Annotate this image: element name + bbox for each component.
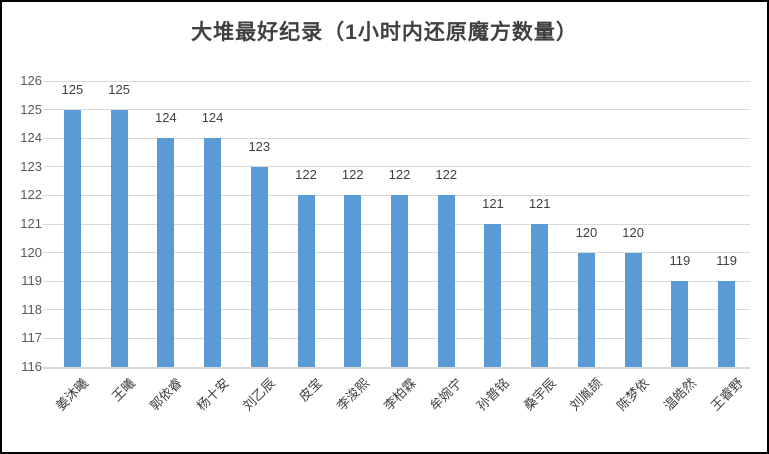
y-axis-tick-mark (43, 337, 49, 339)
x-axis-category-label: 皮宝 (295, 375, 325, 405)
gridline (49, 137, 750, 139)
y-axis-tick-label: 116 (21, 359, 42, 374)
bar (577, 252, 595, 367)
y-axis-tick-label: 119 (21, 273, 42, 289)
bar-value-label: 125 (61, 81, 84, 97)
y-axis-tick-mark (43, 80, 49, 82)
bar-value-label: 124 (154, 110, 177, 126)
y-axis-tick-mark (43, 137, 49, 139)
bar-value-label: 122 (295, 167, 317, 183)
bar (671, 281, 689, 367)
bar (204, 138, 222, 367)
bar-value-label: 123 (248, 138, 271, 154)
x-axis-category-label: 李浚熙 (333, 375, 372, 414)
bar (297, 195, 315, 367)
bar (484, 224, 502, 367)
gridline (49, 80, 750, 82)
x-axis-category-label: 牟婉宁 (426, 375, 466, 414)
bar (624, 252, 642, 367)
gridline (49, 166, 750, 168)
y-axis-tick-label: 118 (21, 301, 42, 317)
bar-value-label: 121 (528, 196, 551, 211)
x-axis-category-label: 王曦 (108, 375, 138, 405)
bar (531, 224, 549, 367)
bar-value-label: 125 (108, 81, 130, 97)
gridline (49, 109, 750, 111)
bar-value-label: 120 (575, 224, 598, 240)
bar (718, 281, 736, 367)
y-axis-tick-label: 121 (20, 216, 42, 231)
y-axis-tick-mark (43, 166, 49, 168)
x-axis-category-label: 陈梦依 (613, 375, 653, 414)
bar (250, 166, 268, 367)
bar-value-label: 121 (482, 196, 504, 211)
x-axis-line (43, 366, 750, 369)
y-axis-tick-mark (43, 109, 49, 111)
y-axis-tick-label: 117 (21, 330, 42, 346)
x-axis-category-label: 郭依睿 (146, 375, 185, 414)
x-axis-category-label: 桑宇辰 (520, 375, 559, 414)
bar-value-label: 124 (201, 110, 224, 126)
bar (157, 138, 175, 367)
bar-value-label: 120 (622, 224, 644, 240)
y-axis-tick-mark (43, 309, 49, 311)
x-axis-category-label: 王睿野 (707, 375, 746, 414)
bar-value-label: 122 (435, 167, 458, 183)
y-axis-tick-mark (43, 280, 49, 282)
y-axis-tick-label: 122 (20, 187, 42, 203)
x-axis-category-label: 温皓然 (660, 375, 699, 414)
y-axis-tick-label: 125 (20, 101, 42, 117)
y-axis-tick-label: 123 (20, 158, 42, 174)
bar (110, 109, 128, 367)
y-axis-tick-mark (43, 252, 49, 254)
bar-value-label: 122 (341, 167, 364, 183)
bar (344, 195, 362, 367)
x-axis-category-label: 刘胤颉 (567, 375, 606, 414)
y-axis-tick-label: 120 (20, 244, 42, 260)
bar-value-label: 119 (669, 253, 691, 269)
x-axis-category-label: 杨十安 (193, 375, 232, 414)
bar (437, 195, 455, 367)
y-axis-tick-mark (43, 223, 49, 225)
x-axis-category-label: 刘乙辰 (240, 375, 279, 414)
bar-value-label: 122 (388, 167, 411, 183)
bar (391, 195, 408, 367)
x-axis-category-label: 孙普铭 (473, 375, 512, 414)
bar (63, 109, 81, 367)
y-axis-tick-mark (43, 194, 49, 196)
y-axis-tick-label: 124 (20, 130, 42, 146)
chart-title: 大堆最好纪录（1小时内还原魔方数量） (191, 21, 578, 44)
x-axis-category-label: 姜沐曦 (53, 375, 92, 414)
x-axis-category-label: 李柏霖 (380, 375, 419, 414)
y-axis-tick-label: 126 (20, 73, 42, 88)
bar-value-label: 119 (716, 253, 737, 269)
